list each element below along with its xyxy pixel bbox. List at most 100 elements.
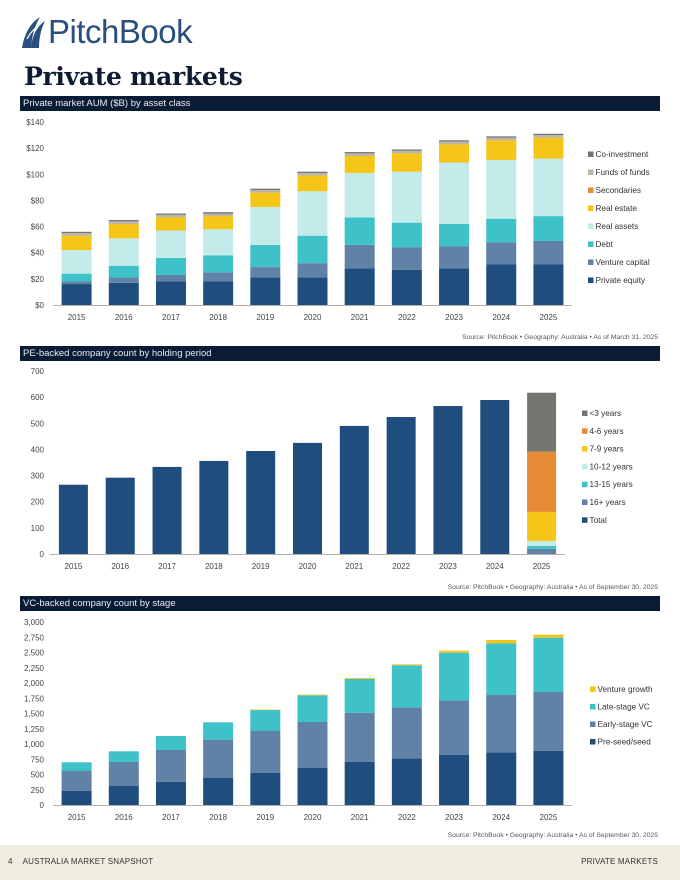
bar-segment-co-investment (155, 213, 186, 215)
bar-segment-pre-seed-seed (108, 786, 139, 805)
legend-swatch (582, 481, 588, 488)
bar-segment-7-9-years (527, 511, 557, 541)
y-tick-label: 1,250 (24, 725, 45, 734)
bar-segment-co-investment (61, 231, 92, 234)
bar-segment-pre-seed-seed (439, 754, 470, 805)
y-tick-label: 3,000 (24, 618, 45, 627)
x-tick-label: 2016 (115, 813, 133, 822)
bar-segment-early-stage-vc (391, 707, 422, 759)
bar-segment-10-12-years (527, 540, 557, 546)
legend-swatch (588, 259, 594, 265)
x-tick-label: 2016 (115, 313, 133, 322)
bar-segment-private-equity (344, 268, 375, 305)
bar-segment-debt (297, 235, 328, 264)
x-tick-label: 2015 (68, 313, 86, 322)
bar-segment-early-stage-vc (61, 771, 92, 791)
bar-segment-early-stage-vc (155, 749, 186, 782)
x-tick-label: 2020 (304, 813, 322, 822)
bar-segment-venture-growth (391, 664, 422, 666)
bar-segment-venture-growth (297, 694, 328, 696)
legend-label: Venture capital (596, 258, 650, 267)
bar-segment--3-years (527, 392, 557, 452)
legend-swatch (582, 428, 588, 434)
bar-segment-total (105, 477, 135, 554)
bar-segment-pre-seed-seed (250, 772, 281, 805)
bar-segment-private-equity (533, 264, 564, 305)
legend-label: Real estate (596, 204, 638, 213)
bar-segment-funds-of-funds (297, 172, 328, 176)
bar-segment-real-assets (250, 206, 281, 245)
bar-segment-private-equity (486, 264, 517, 305)
x-tick-label: 2018 (209, 313, 227, 322)
bar-segment-funds-of-funds (439, 141, 470, 145)
chart-title-pe: PE-backed company count by holding perio… (20, 346, 660, 361)
section-name: PRIVATE MARKETS (581, 857, 658, 866)
bar-segment-debt (61, 273, 92, 282)
x-tick-label: 2018 (205, 562, 223, 571)
bar-segment-early-stage-vc (533, 692, 564, 751)
bar-segment-early-stage-vc (344, 712, 375, 762)
legend-label: Co-investment (596, 150, 650, 159)
bar-segment-co-investment (297, 171, 328, 173)
legend-label: Funds of funds (596, 168, 650, 177)
bar-segment-private-equity (391, 269, 422, 305)
bar-segment-pre-seed-seed (61, 790, 92, 805)
bar-segment-private-equity (439, 268, 470, 305)
y-tick-label: $140 (26, 118, 44, 127)
bar-segment-real-assets (108, 238, 139, 266)
footer-left: 4 AUSTRALIA MARKET SNAPSHOT (8, 857, 153, 866)
legend-label: Total (590, 516, 607, 525)
y-tick-label: 500 (31, 771, 45, 780)
y-tick-label: 0 (40, 550, 45, 559)
bar-segment-late-stage-vc (203, 722, 234, 740)
bar-segment-13-15-years (527, 545, 557, 549)
legend-label: 13-15 years (590, 480, 633, 489)
bar-segment-venture-capital (250, 267, 281, 278)
x-tick-label: 2020 (299, 562, 317, 571)
x-tick-label: 2022 (392, 562, 410, 571)
chart-title-vc: VC-backed company count by stage (20, 596, 660, 611)
bar-segment-debt (250, 244, 281, 268)
bar-segment-private-equity (61, 284, 92, 305)
bar-segment-real-assets (533, 158, 564, 217)
x-tick-label: 2020 (304, 313, 322, 322)
x-tick-label: 2019 (252, 562, 270, 571)
bar-segment-venture-growth (486, 639, 517, 644)
bar-segment-late-stage-vc (533, 637, 564, 693)
bar-segment-early-stage-vc (250, 731, 281, 773)
bar-segment-real-estate (108, 223, 139, 239)
bar-segment-funds-of-funds (203, 213, 234, 217)
x-tick-label: 2019 (256, 813, 274, 822)
bar-segment-debt (533, 216, 564, 241)
y-tick-label: 2,500 (24, 649, 45, 658)
bar-segment-4-6-years (527, 451, 557, 512)
x-tick-label: 2019 (256, 313, 274, 322)
legend-swatch (590, 704, 596, 710)
y-tick-label: 300 (31, 472, 45, 481)
bar-segment-venture-capital (344, 244, 375, 269)
bar-segment-debt (108, 265, 139, 278)
bar-segment-real-assets (61, 250, 92, 274)
legend-label: <3 years (590, 409, 622, 418)
x-tick-label: 2023 (439, 562, 457, 571)
bar-segment-early-stage-vc (486, 695, 517, 753)
bar-segment-pre-seed-seed (486, 752, 517, 805)
bar-segment-real-estate (533, 137, 564, 159)
bar-segment-co-investment (108, 220, 139, 222)
bar-segment-debt (203, 255, 234, 273)
bar-segment-real-estate (155, 217, 186, 231)
bar-segment-funds-of-funds (391, 150, 422, 154)
bar-segment-debt (155, 257, 186, 275)
source-vc: Source: PitchBook • Geography: Australia… (447, 832, 658, 839)
bar-segment-early-stage-vc (203, 739, 234, 778)
bar-segment-total (152, 466, 182, 554)
bar-segment-debt (344, 217, 375, 245)
bar-segment-real-estate (344, 155, 375, 173)
x-tick-label: 2016 (111, 562, 129, 571)
x-tick-label: 2021 (351, 313, 369, 322)
bar-segment-venture-capital (155, 274, 186, 282)
bar-segment-real-estate (61, 235, 92, 251)
bar-segment-total (58, 484, 88, 554)
source-pe: Source: PitchBook • Geography: Australia… (447, 584, 658, 591)
y-tick-label: $0 (35, 301, 44, 310)
